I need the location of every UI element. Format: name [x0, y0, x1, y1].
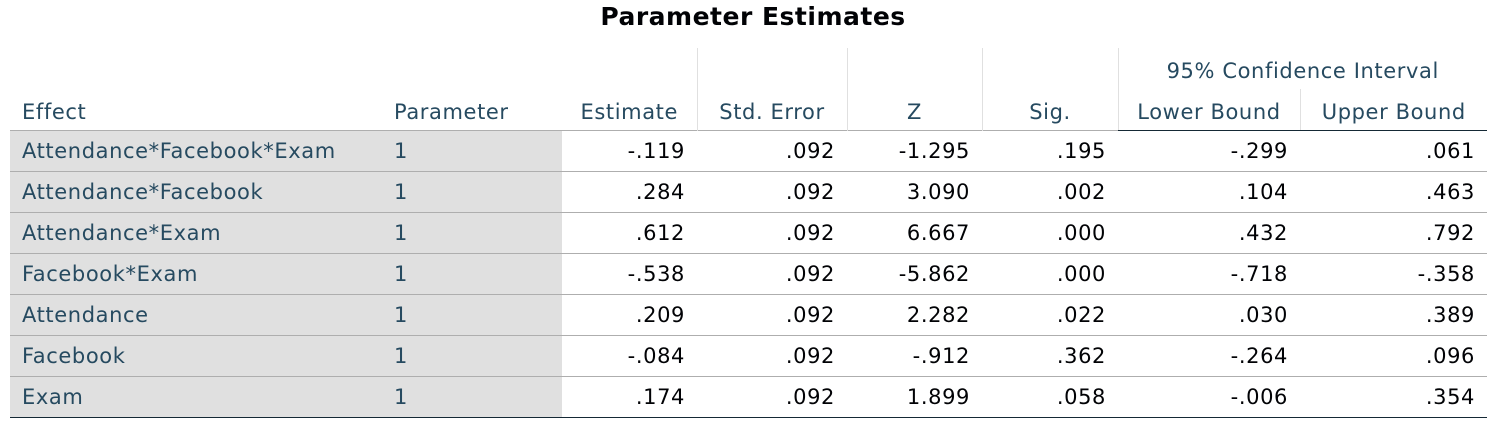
cell: .792 [1300, 211, 1488, 253]
column-header: Estimate [580, 99, 679, 124]
row-label: 1 [382, 334, 562, 376]
cell: 6.667 [847, 211, 982, 253]
column-header: Z [846, 48, 982, 130]
cell: .058 [982, 375, 1118, 418]
cell: -1.295 [847, 129, 982, 171]
table-row: Facebook*Exam 1 -.538.092 -5.862.000 -.718 -.… [10, 252, 1488, 294]
table-row: Attendance*Exam 1.612.092 6.667.000.432.79… [10, 211, 1488, 253]
header-row: Effect Parameter Estimate Std. Error Z Sig. 95… [10, 48, 1488, 130]
cell: -5.862 [847, 252, 982, 294]
cell: .092 [697, 170, 847, 212]
table-title: Parameter Estimates [600, 2, 906, 31]
cell: .092 [697, 375, 847, 418]
cell: -.264 [1118, 334, 1300, 376]
cell: .096 [1300, 334, 1488, 376]
row-label: 1 [382, 129, 562, 171]
table-row: Exam 1.174.092 1.899.058 -.006.354 [10, 375, 1488, 418]
row-label: Facebook*Exam [10, 252, 382, 294]
cell: -.718 [1118, 252, 1300, 294]
group-header: 95% Confidence Interval [1117, 48, 1488, 89]
cell: .195 [982, 129, 1118, 171]
column-header: Effect [22, 99, 87, 124]
cell: .092 [697, 334, 847, 376]
cell: .612 [562, 211, 697, 253]
row-label: 1 [382, 170, 562, 212]
table-row: Facebook 1 -.084.092 -.912.362 -.264.096 [10, 334, 1488, 376]
row-label: Attendance*Facebook [10, 170, 382, 212]
row-label: Facebook [10, 334, 382, 376]
cell: .209 [562, 293, 697, 335]
table-row: Attendance*Facebook 1.284.092 3.090.002.10… [10, 170, 1488, 212]
cell: .362 [982, 334, 1118, 376]
column-header: Lower Bound [1117, 89, 1300, 131]
row-label: Exam [10, 375, 382, 418]
row-label: 1 [382, 211, 562, 253]
column-header: Std. Error [696, 48, 847, 130]
cell: .354 [1300, 375, 1488, 418]
cell: 1.899 [847, 375, 982, 418]
parameter-table: Effect Parameter Estimate Std. Error Z Sig. 95… [10, 48, 1488, 418]
cell: .061 [1300, 129, 1488, 171]
table-row: Attendance*Facebook*Exam 1 -.119.092 -1.295… [10, 129, 1488, 171]
cell: 3.090 [847, 170, 982, 212]
table-row: Attendance 1.209.092 2.282.022.030.389 [10, 293, 1488, 335]
cell: .092 [697, 211, 847, 253]
row-label: Attendance [10, 293, 382, 335]
cell: .463 [1300, 170, 1488, 212]
cell: .092 [697, 129, 847, 171]
cell: .030 [1118, 293, 1300, 335]
column-header: Sig. [981, 48, 1118, 130]
cell: .092 [697, 252, 847, 294]
cell: -.299 [1118, 129, 1300, 171]
row-label: Attendance*Facebook*Exam [10, 129, 382, 171]
row-label: 1 [382, 293, 562, 335]
cell: -.084 [562, 334, 697, 376]
cell: .022 [982, 293, 1118, 335]
cell: -.538 [562, 252, 697, 294]
cell: .092 [697, 293, 847, 335]
cell: .432 [1118, 211, 1300, 253]
cell: -.006 [1118, 375, 1300, 418]
cell: .284 [562, 170, 697, 212]
cell: -.119 [562, 129, 697, 171]
row-label: 1 [382, 375, 562, 418]
cell: .174 [562, 375, 697, 418]
cell: -.358 [1300, 252, 1488, 294]
column-header: Upper Bound [1299, 89, 1488, 131]
row-label: Attendance*Exam [10, 211, 382, 253]
cell: -.912 [847, 334, 982, 376]
cell: .389 [1300, 293, 1488, 335]
cell: 2.282 [847, 293, 982, 335]
cell: .002 [982, 170, 1118, 212]
cell: .000 [982, 252, 1118, 294]
header-row: Lower Bound Upper Bound [10, 89, 1488, 131]
cell: .104 [1118, 170, 1300, 212]
cell: .000 [982, 211, 1118, 253]
column-header: Parameter [394, 99, 509, 124]
row-label: 1 [382, 252, 562, 294]
